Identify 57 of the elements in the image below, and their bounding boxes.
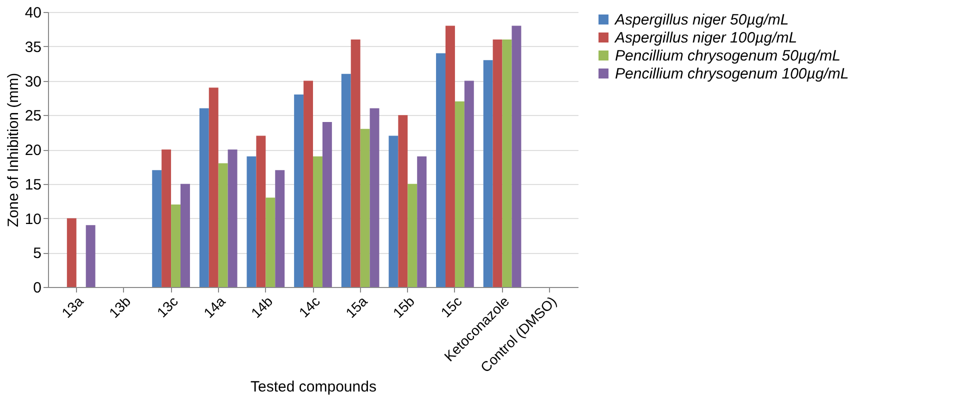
bar	[218, 163, 228, 287]
bar	[502, 40, 512, 287]
x-tick-label: 13c	[154, 293, 181, 320]
bar	[266, 198, 276, 287]
x-axis-title: Tested compounds	[250, 378, 376, 396]
bar	[313, 156, 322, 287]
legend-label: Pencillium chrysogenum 50µg/mL	[615, 48, 840, 64]
bar	[256, 136, 266, 287]
legend-label: Aspergillus niger 100µg/mL	[614, 30, 798, 46]
y-tick-label: 15	[24, 176, 42, 194]
y-tick-label: 0	[33, 280, 42, 296]
y-tick-label: 25	[24, 108, 42, 125]
x-tick-label: 15a	[342, 292, 370, 321]
bar	[86, 225, 96, 287]
bar	[180, 184, 190, 287]
bar	[408, 184, 418, 287]
bar	[199, 108, 209, 287]
y-tick-label: 40	[24, 4, 42, 22]
bar	[66, 218, 76, 287]
bar	[483, 60, 493, 287]
bar	[446, 26, 455, 287]
bar	[341, 74, 351, 287]
legend-label: Pencillium chrysogenum 100µg/mL	[615, 66, 849, 82]
y-tick-label: 30	[24, 73, 42, 90]
bar	[322, 122, 332, 287]
y-tick-label: 5	[33, 245, 42, 262]
bar	[171, 204, 180, 287]
bar	[512, 26, 522, 287]
y-axis-title: Zone of Inhibition (mm)	[4, 72, 22, 228]
x-tick-label: 13a	[58, 292, 86, 321]
bar	[275, 170, 285, 287]
bar	[294, 94, 304, 287]
bar	[304, 80, 313, 287]
x-tick-label: 14a	[200, 292, 228, 321]
x-tick-label: 14b	[248, 292, 276, 321]
bar	[350, 40, 360, 287]
bar	[454, 101, 464, 287]
bar	[492, 40, 502, 287]
bar	[360, 128, 370, 287]
bar	[436, 53, 446, 287]
bar	[388, 136, 398, 287]
bar	[246, 156, 256, 287]
y-tick-label: 35	[24, 38, 42, 56]
bar	[370, 108, 380, 287]
y-tick-label: 10	[24, 210, 42, 228]
bar	[162, 150, 172, 287]
x-tick-label: 14c	[296, 293, 323, 320]
bar	[398, 115, 408, 287]
x-tick-label: 15b	[390, 292, 418, 321]
x-tick-label: 13b	[106, 292, 134, 321]
bar	[464, 80, 474, 287]
legend-label: Aspergillus niger 50µg/mL	[614, 12, 789, 28]
bar	[417, 156, 427, 287]
y-tick-label: 20	[24, 142, 42, 159]
bar	[228, 150, 238, 287]
bar	[208, 88, 218, 287]
bar	[152, 170, 162, 287]
